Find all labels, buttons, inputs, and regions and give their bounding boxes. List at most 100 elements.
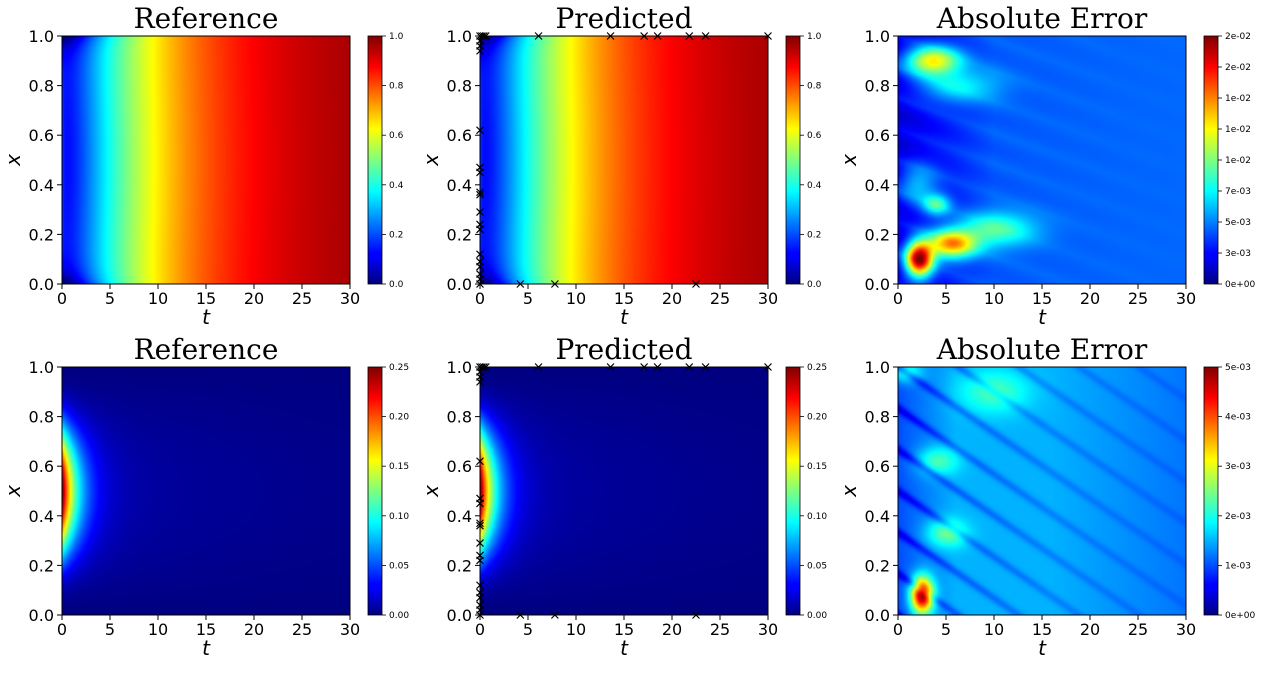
colorbar-tick-label: 0.00: [389, 611, 409, 621]
x-tick-label: 10: [566, 620, 586, 639]
colorbar-tick-label: 1.0: [807, 32, 822, 42]
colorbar-tick-label: 5e-03: [1225, 363, 1251, 373]
y-tick-label: 0.2: [865, 225, 890, 244]
x-tick-label: 20: [1080, 289, 1100, 308]
colorbar-tick-label: 0.0: [389, 280, 404, 290]
colorbar: 0e+00 3e-03 5e-03 7e-03 1e-02 1e-02 1e-02 2e-02…: [1203, 32, 1256, 290]
panel-5: Predicted 0 5 10 15 20 25 30 0.0 0.2 0.4 0.6 0.8 1.0 t…: [419, 333, 827, 660]
x-tick-label: 15: [614, 289, 634, 308]
colorbar-tick-label: 0.20: [807, 413, 827, 423]
panel-title: Predicted: [555, 333, 692, 366]
x-tick-label: 15: [1032, 620, 1052, 639]
x-tick-label: 20: [244, 620, 264, 639]
x-tick-label: 0: [475, 289, 485, 308]
panel-6: Absolute Error 0 5 10 15 20 25 30 0.0 0.2 0.4 0.6 0.…: [837, 333, 1256, 660]
x-tick-label: 25: [710, 620, 730, 639]
colorbar-tick-label: 0.2: [389, 230, 403, 240]
x-tick-label: 30: [1176, 289, 1196, 308]
colorbar-tick-label: 0.25: [389, 363, 409, 373]
colorbar-tick-label: 0.25: [807, 363, 827, 373]
colorbar-tick-label: 0e+00: [1225, 280, 1256, 290]
y-tick-label: 1.0: [865, 358, 890, 377]
colorbar-tick-label: 0.15: [807, 462, 827, 472]
heatmap-image: [898, 367, 1186, 615]
y-tick-label: 0.6: [865, 457, 890, 476]
y-tick-label: 0.8: [865, 77, 890, 96]
y-tick-label: 0.0: [29, 275, 54, 294]
x-axis-label: t: [620, 305, 629, 329]
colorbar-gradient: [785, 35, 801, 285]
y-tick-label: 0.6: [29, 457, 54, 476]
colorbar-tick-label: 0.6: [807, 131, 822, 141]
x-tick-label: 0: [57, 620, 67, 639]
colorbar-gradient: [1203, 35, 1219, 285]
y-tick-label: 0.8: [29, 77, 54, 96]
y-tick-label: 0.6: [29, 126, 54, 145]
colorbar-tick-label: 1e-02: [1225, 94, 1251, 104]
panel-title: Reference: [134, 333, 279, 366]
y-tick-label: 0.0: [29, 606, 54, 625]
colorbar-tick-label: 3e-03: [1225, 462, 1251, 472]
colorbar-gradient: [1203, 366, 1219, 616]
y-tick-label: 0.8: [447, 408, 472, 427]
colorbar-gradient: [785, 366, 801, 616]
x-axis-label: t: [202, 636, 211, 660]
y-tick-label: 0.8: [865, 408, 890, 427]
colorbar-tick-label: 1e-02: [1225, 125, 1251, 135]
panel-1: Reference 0 5 10 15 20 25 30 0.0 0.2 0.4 0.6 0.8 1.0 t…: [1, 2, 404, 329]
panel-title: Absolute Error: [936, 2, 1148, 35]
colorbar-tick-label: 0.10: [389, 512, 409, 522]
y-tick-label: 0.8: [29, 408, 54, 427]
y-axis-label: x: [837, 154, 861, 167]
x-tick-label: 5: [523, 620, 533, 639]
colorbar-gradient: [367, 35, 383, 285]
colorbar-gradient: [367, 366, 383, 616]
colorbar: 0.0 0.2 0.4 0.6 0.8 1.0: [785, 32, 822, 290]
y-tick-label: 0.4: [865, 176, 890, 195]
colorbar: 0.00 0.05 0.10 0.15 0.20 0.25: [785, 363, 827, 621]
y-tick-label: 0.0: [865, 275, 890, 294]
y-axis-label: x: [1, 485, 25, 498]
colorbar-tick-label: 4e-03: [1225, 413, 1251, 423]
y-tick-label: 0.6: [865, 126, 890, 145]
x-tick-label: 25: [1128, 289, 1148, 308]
y-tick-label: 0.2: [447, 225, 472, 244]
colorbar-tick-label: 0.0: [807, 280, 822, 290]
colorbar-tick-label: 0.8: [389, 82, 404, 92]
panel-title: Reference: [134, 2, 279, 35]
panel-2: Predicted 0 5 10 15 20 25 30 0.0 0.2 0.4 0.6 0.8 1.0 t…: [419, 2, 822, 329]
x-tick-label: 15: [614, 620, 634, 639]
y-tick-label: 0.2: [447, 556, 472, 575]
y-tick-label: 0.0: [447, 606, 472, 625]
panel-4: Reference 0 5 10 15 20 25 30 0.0 0.2 0.4 0.6 0.8 1.0 t…: [1, 333, 409, 660]
colorbar-tick-label: 1.0: [389, 32, 404, 42]
x-tick-label: 5: [105, 289, 115, 308]
y-tick-label: 1.0: [447, 27, 472, 46]
y-tick-label: 0.6: [447, 126, 472, 145]
x-tick-label: 10: [148, 289, 168, 308]
colorbar-tick-label: 5e-03: [1225, 218, 1251, 228]
colorbar-tick-label: 2e-03: [1225, 512, 1251, 522]
y-tick-label: 0.0: [447, 275, 472, 294]
heatmap-image: [62, 36, 350, 284]
x-axis-label: t: [620, 636, 629, 660]
x-tick-label: 30: [758, 289, 778, 308]
x-tick-label: 20: [1080, 620, 1100, 639]
x-tick-label: 20: [662, 620, 682, 639]
y-tick-label: 0.6: [447, 457, 472, 476]
x-tick-label: 0: [893, 289, 903, 308]
x-tick-label: 5: [105, 620, 115, 639]
colorbar-tick-label: 0.00: [807, 611, 827, 621]
y-tick-label: 0.0: [865, 606, 890, 625]
x-tick-label: 30: [340, 289, 360, 308]
y-tick-label: 1.0: [447, 358, 472, 377]
x-tick-label: 0: [57, 289, 67, 308]
colorbar-tick-label: 0.20: [389, 413, 409, 423]
x-tick-label: 15: [196, 289, 216, 308]
y-tick-label: 0.4: [29, 507, 54, 526]
colorbar-tick-label: 1e-02: [1225, 156, 1251, 166]
x-tick-label: 0: [475, 620, 485, 639]
y-tick-label: 0.4: [29, 176, 54, 195]
colorbar-tick-label: 7e-03: [1225, 187, 1251, 197]
